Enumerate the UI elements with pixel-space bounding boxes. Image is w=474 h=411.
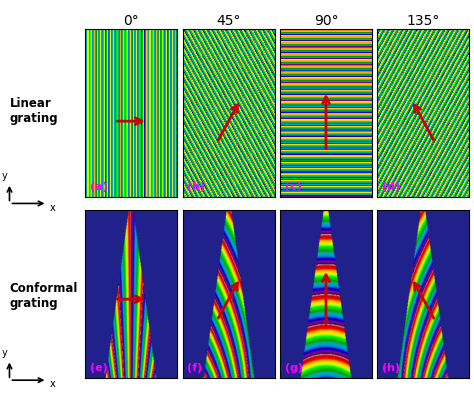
Text: (f): (f) xyxy=(187,363,202,373)
Text: (e): (e) xyxy=(90,363,108,373)
Text: y: y xyxy=(2,171,8,181)
Text: x: x xyxy=(50,379,55,389)
Text: (d): (d) xyxy=(382,182,400,192)
Title: 45°: 45° xyxy=(216,14,241,28)
Text: Linear
grating: Linear grating xyxy=(9,97,58,125)
Text: (b): (b) xyxy=(187,182,205,192)
Text: x: x xyxy=(50,203,55,212)
Text: Conformal
grating: Conformal grating xyxy=(9,282,78,310)
Text: (g): (g) xyxy=(285,363,303,373)
Text: (a): (a) xyxy=(90,182,108,192)
Text: (h): (h) xyxy=(382,363,400,373)
Text: (c): (c) xyxy=(285,182,301,192)
Title: 90°: 90° xyxy=(314,14,338,28)
Title: 135°: 135° xyxy=(407,14,440,28)
Text: y: y xyxy=(2,348,8,358)
Title: 0°: 0° xyxy=(123,14,139,28)
